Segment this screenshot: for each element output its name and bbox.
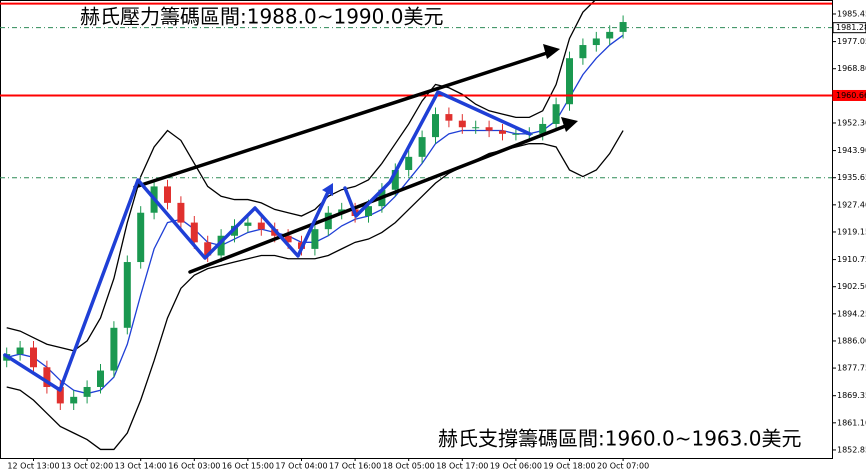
indicator-line bbox=[6, 0, 597, 352]
trend-line bbox=[133, 50, 552, 189]
x-tick-label: 16 Oct 15:00 bbox=[222, 462, 274, 471]
candle-body bbox=[485, 127, 493, 131]
x-tick-label: 19 Oct 18:00 bbox=[543, 462, 595, 471]
y-tick-label: 1894.25 bbox=[837, 309, 866, 318]
candle-body bbox=[391, 169, 399, 190]
wave-path bbox=[343, 90, 532, 218]
x-tick-label: 19 Oct 06:00 bbox=[490, 462, 542, 471]
y-tick-label: 1952.30 bbox=[837, 118, 866, 127]
y-tick-label: 1877.75 bbox=[837, 364, 866, 373]
candle-body bbox=[606, 31, 614, 39]
candle-body bbox=[284, 235, 292, 243]
x-tick-label: 13 Oct 02:00 bbox=[61, 462, 113, 471]
y-tick-label: 1852.85 bbox=[837, 445, 866, 454]
candle-body bbox=[244, 222, 252, 226]
candle-body bbox=[499, 130, 506, 134]
candle-body bbox=[405, 156, 413, 170]
level-label: 1981.28 bbox=[836, 23, 866, 32]
candle-body bbox=[123, 262, 131, 328]
candle-body bbox=[592, 38, 600, 46]
candle-body bbox=[418, 137, 426, 157]
indicator-line bbox=[6, 130, 624, 451]
candle-body bbox=[458, 120, 466, 128]
level-label-box bbox=[832, 89, 866, 101]
candle-body bbox=[579, 45, 587, 59]
candle-body bbox=[70, 396, 78, 404]
y-tick-label: 1886.00 bbox=[837, 336, 866, 345]
x-tick-label: 20 Oct 07:00 bbox=[597, 462, 649, 471]
y-tick-label: 1919.15 bbox=[837, 227, 866, 236]
y-tick-label: 1869.35 bbox=[837, 391, 866, 400]
candle-body bbox=[566, 58, 573, 105]
y-tick-label: 1927.40 bbox=[837, 200, 866, 209]
y-tick-label: 1977.05 bbox=[837, 37, 866, 46]
support-note: 赫氏支撐籌碼區間:1960.0~1963.0美元 bbox=[438, 427, 801, 451]
candle-body bbox=[190, 222, 198, 243]
candle-body bbox=[552, 104, 560, 124]
candle-body bbox=[110, 327, 118, 371]
candle-body bbox=[324, 212, 332, 230]
candle-body bbox=[97, 370, 104, 387]
candle-body bbox=[16, 347, 24, 355]
trend-line bbox=[188, 123, 570, 274]
candle-body bbox=[472, 127, 480, 129]
candle-body bbox=[432, 114, 439, 138]
x-tick-label: 17 Oct 16:00 bbox=[329, 462, 381, 471]
wave-path bbox=[3, 178, 330, 392]
candle-body bbox=[217, 235, 225, 256]
candle-body bbox=[311, 229, 319, 249]
level-label-box bbox=[832, 22, 866, 34]
x-tick-label: 18 Oct 17:00 bbox=[436, 462, 488, 471]
arrow-head bbox=[322, 183, 333, 196]
y-tick-label: 1910.75 bbox=[837, 255, 866, 264]
level-label: 1960.66 bbox=[836, 91, 866, 100]
candle-body bbox=[177, 202, 185, 223]
x-tick-label: 16 Oct 03:00 bbox=[168, 462, 220, 471]
candle-body bbox=[445, 114, 453, 121]
arrow-head bbox=[543, 44, 560, 59]
candle-body bbox=[512, 133, 520, 135]
x-tick-label: 13 Oct 14:00 bbox=[115, 462, 167, 471]
y-tick-label: 1935.65 bbox=[837, 173, 866, 182]
candle-body bbox=[619, 22, 627, 32]
y-tick-label: 1985.45 bbox=[837, 9, 866, 18]
candle-body bbox=[539, 123, 547, 134]
resistance-note: 赫氏壓力籌碼區間:1988.0~1990.0美元 bbox=[80, 5, 443, 29]
x-tick-label: 17 Oct 04:00 bbox=[275, 462, 327, 471]
y-tick-label: 1902.50 bbox=[837, 282, 866, 291]
candle-body bbox=[204, 242, 212, 256]
candle-body bbox=[338, 209, 346, 213]
y-tick-label: 1968.80 bbox=[837, 64, 866, 73]
candle-body bbox=[83, 386, 91, 397]
y-tick-label: 1861.10 bbox=[837, 418, 866, 427]
candle-body bbox=[43, 367, 51, 387]
candle-body bbox=[56, 386, 64, 404]
candle-body bbox=[257, 222, 265, 230]
arrow-head bbox=[561, 117, 578, 132]
x-tick-label: 18 Oct 05:00 bbox=[383, 462, 435, 471]
candle-body bbox=[365, 206, 372, 217]
x-tick-label: 12 Oct 13:00 bbox=[7, 462, 59, 471]
drawings bbox=[3, 44, 578, 392]
candle-body bbox=[164, 186, 171, 203]
candle-body bbox=[137, 212, 145, 263]
candle-body bbox=[30, 347, 37, 368]
y-tick-label: 1943.90 bbox=[837, 146, 866, 155]
